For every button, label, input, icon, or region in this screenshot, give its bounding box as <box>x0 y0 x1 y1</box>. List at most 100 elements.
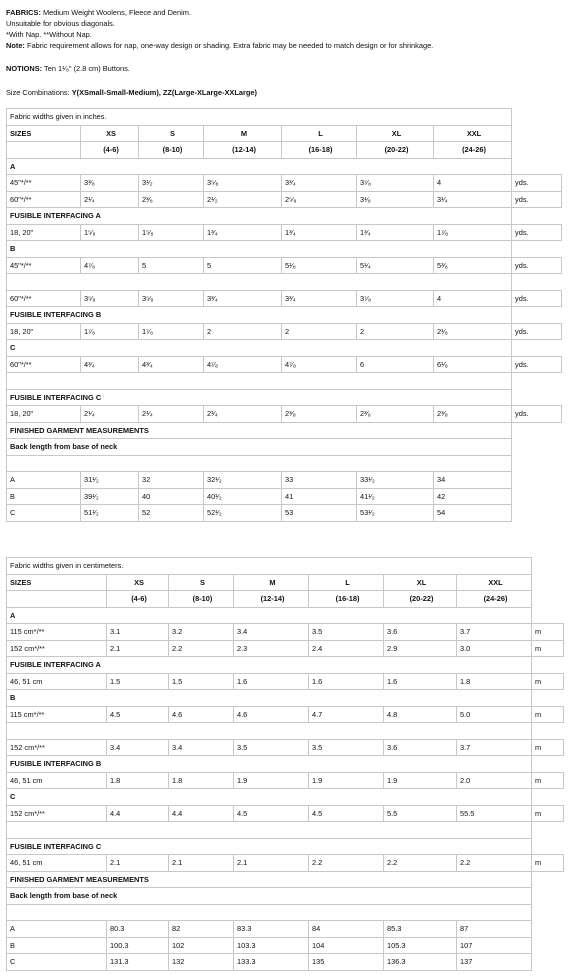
value-cell: 32¹⁄₂ <box>203 471 282 489</box>
empty-cell <box>512 340 562 357</box>
table-row: C 131.3 132 133.3 135 136.3 137 <box>6 953 564 971</box>
row-label: A <box>6 471 81 489</box>
value-cell: 2³⁄₈ <box>138 190 204 208</box>
value-cell: 1³⁄₄ <box>203 223 282 241</box>
empty-cell <box>512 109 562 126</box>
caption-cell: Fabric widths given in centimeters. <box>5 557 533 575</box>
value-cell: 2.3 <box>233 639 309 657</box>
unit: m <box>531 854 565 872</box>
value-cell: 84 <box>308 920 384 938</box>
table-row: 45"*/** 3³⁄₈ 3¹⁄₂ 3⁵⁄₈ 3³⁄₄ 3⁷⁄₈ 4 yds. <box>6 174 563 192</box>
table-row: 46, 51 cm 1.5 1.5 1.6 1.6 1.6 1.8 m <box>6 672 565 690</box>
row-label: B <box>6 936 107 954</box>
value-cell: 31¹⁄₂ <box>80 471 139 489</box>
table-row: A 80.3 82 83.3 84 85.3 87 <box>6 920 564 938</box>
value-cell: 1.6 <box>233 672 309 690</box>
value-cell: 2.9 <box>383 639 457 657</box>
table-row: 152 cm*/** 3.4 3.4 3.5 3.5 3.6 3.7 m <box>6 738 565 756</box>
table-row: 18, 20" 1⁷⁄₈ 1⁷⁄₈ 2 2 2 2¹⁄₈ yds. <box>6 322 563 340</box>
size-header: M <box>233 573 309 591</box>
value-cell: 1.9 <box>383 771 457 789</box>
value-cell: 32 <box>138 471 204 489</box>
value-cell: 1³⁄₄ <box>281 223 357 241</box>
table-row: C <box>5 339 562 357</box>
unit: yds. <box>511 256 563 274</box>
value-cell: 33¹⁄₂ <box>356 471 434 489</box>
row-label: A <box>6 920 107 938</box>
value-cell: 3⁷⁄₈ <box>356 174 434 192</box>
table-row <box>5 722 564 740</box>
value-cell: 5¹⁄₄ <box>356 256 434 274</box>
empty-cell <box>532 723 564 740</box>
empty-cell <box>532 591 564 608</box>
value-cell: 1.5 <box>168 672 234 690</box>
value-cell: 54 <box>432 504 513 522</box>
row-label: C <box>6 953 107 971</box>
empty-cell <box>512 241 562 258</box>
value-cell: 3.7 <box>455 738 533 756</box>
size-header: XL <box>356 124 434 142</box>
value-cell: 1⁵⁄₈ <box>138 223 204 241</box>
table-row: FUSIBLE INTERFACING A <box>5 207 562 225</box>
value-cell: 3.2 <box>168 623 234 641</box>
value-cell: 34 <box>432 471 513 489</box>
table-row: B 100.3 102 103.3 104 105.3 107 <box>6 936 564 954</box>
section-heading: FUSIBLE INTERFACING B <box>5 306 513 324</box>
unit: m <box>531 771 565 789</box>
table-row: FINISHED GARMENT MEASUREMENTS <box>5 421 562 439</box>
value-cell: 33 <box>281 471 357 489</box>
table-row: 115 cm*/** 4.5 4.6 4.6 4.7 4.8 5.0 m <box>6 705 565 723</box>
unit: m <box>531 672 565 690</box>
value-cell: 53¹⁄₂ <box>356 504 434 522</box>
value-cell: 4.7 <box>308 705 384 723</box>
value-cell: 83.3 <box>233 920 309 938</box>
value-cell: 4.6 <box>168 705 234 723</box>
label: Size Combinations: <box>6 88 72 97</box>
unit: m <box>531 623 565 641</box>
section-heading: A <box>5 606 533 624</box>
unit: m <box>531 804 565 822</box>
section-heading: C <box>5 339 513 357</box>
value-cell: 2¹⁄₄ <box>80 190 139 208</box>
value-cell: 1.8 <box>455 672 533 690</box>
table-row: A <box>5 157 562 175</box>
label: NOTIONS: <box>6 64 43 73</box>
value-cell: 6 <box>356 355 434 373</box>
section-heading: C <box>5 788 533 806</box>
value-cell: 3.4 <box>168 738 234 756</box>
value-cell: 40¹⁄₂ <box>203 487 282 505</box>
value-cell: 1.9 <box>233 771 309 789</box>
value-cell: 2.0 <box>455 771 533 789</box>
value-cell: 1³⁄₄ <box>356 223 434 241</box>
value-cell: 5¹⁄₈ <box>281 256 357 274</box>
value-cell: 3.5 <box>308 738 384 756</box>
caption-cell: Fabric widths given in inches. <box>5 108 513 126</box>
table-row: Fabric widths given in inches. <box>5 108 562 126</box>
table-row <box>5 273 562 291</box>
empty-cell <box>5 454 513 472</box>
empty-cell <box>532 937 564 954</box>
size-header: XXL <box>455 573 533 591</box>
table-row: 60"*/** 4³⁄₄ 4³⁄₄ 4⁷⁄₈ 4⁷⁄₈ 6 6¹⁄₈ yds. <box>6 355 563 373</box>
table-row: Back length from base of neck <box>5 438 562 456</box>
unit: yds. <box>511 405 563 423</box>
row-label: 115 cm*/** <box>6 705 107 723</box>
value-cell: 5 <box>203 256 282 274</box>
row-label: 18, 20" <box>6 223 81 241</box>
value-cell: 1⁷⁄₈ <box>432 223 513 241</box>
empty-cell <box>512 488 562 505</box>
section-heading: FUSIBLE INTERFACING A <box>5 207 513 225</box>
unit: yds. <box>511 190 563 208</box>
value-cell: 1⁷⁄₈ <box>138 322 204 340</box>
table-row: 60"*/** 3⁵⁄₈ 3⁵⁄₈ 3³⁄₄ 3³⁄₄ 3⁷⁄₈ 4 yds. <box>6 289 563 307</box>
empty-cell <box>512 373 562 390</box>
row-label: 45"*/** <box>6 174 81 192</box>
table-row: B <box>5 689 564 707</box>
value-cell: 133.3 <box>233 953 309 971</box>
size-range: (24-26) <box>432 141 513 159</box>
value-cell: 2³⁄₈ <box>281 405 357 423</box>
empty-cell <box>532 789 564 806</box>
empty-cell <box>512 158 562 175</box>
value-cell: 1.6 <box>308 672 384 690</box>
size-range: (16-18) <box>281 141 357 159</box>
